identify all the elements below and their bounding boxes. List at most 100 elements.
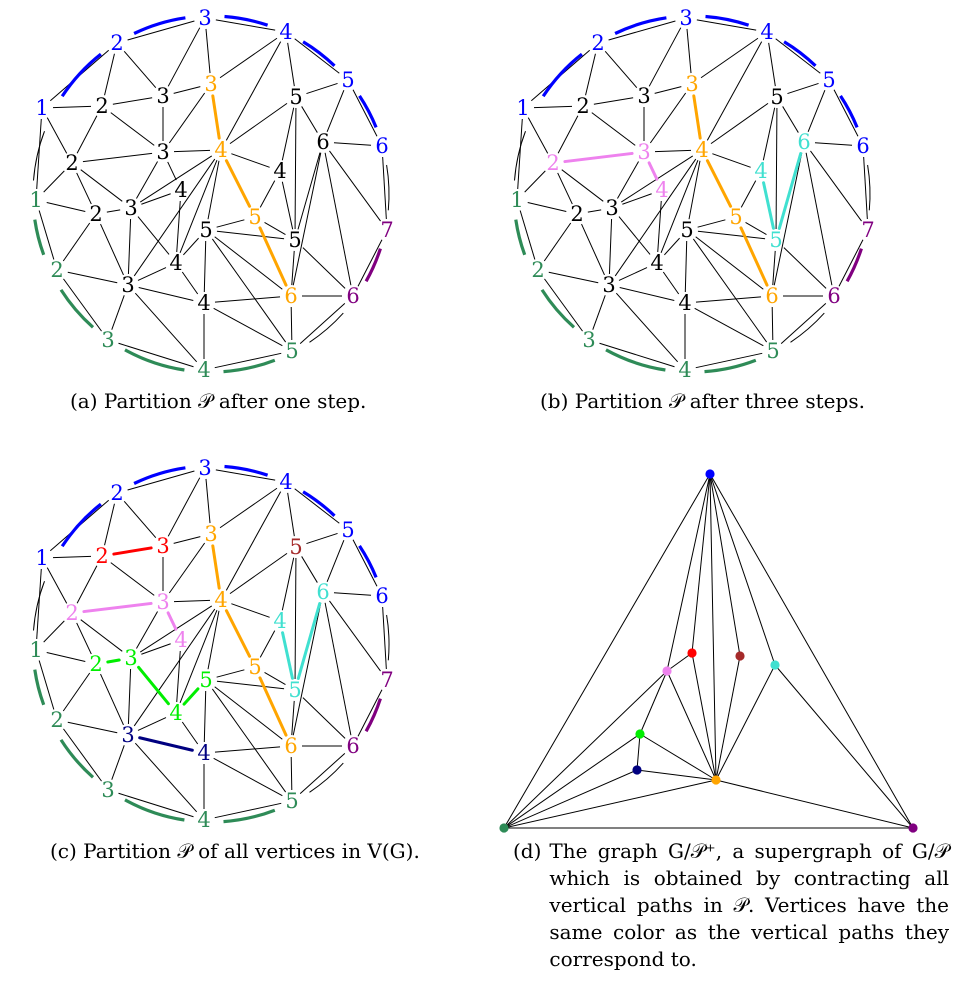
graph-edge (745, 222, 767, 235)
contracted-edge (774, 664, 914, 829)
graph-edge (294, 488, 340, 524)
graph-edge (137, 267, 167, 281)
vertex-label: 6 (284, 284, 297, 308)
graph-edge (67, 721, 118, 734)
graph-edge (139, 155, 213, 203)
vertex-label: 4 (655, 178, 668, 202)
graph-edge (863, 156, 868, 220)
graph-edge (67, 271, 118, 284)
boundary-arc-blue (60, 502, 102, 548)
graph-edge (225, 491, 282, 591)
boundary-arc-blue (133, 466, 186, 485)
contracted-edge (503, 769, 638, 829)
boundary-arc-purple (845, 248, 863, 283)
vertex-label: 5 (289, 535, 302, 559)
vertex-label: 4 (273, 159, 286, 183)
graph-edge (782, 106, 799, 133)
graph-edge (617, 161, 639, 199)
graph-edge (134, 742, 198, 813)
graph-edge (695, 296, 762, 303)
graph-edge (654, 149, 692, 153)
graph-edge (585, 53, 596, 96)
boundary-arc-black (33, 131, 45, 181)
boundary-arc-blue (60, 52, 102, 98)
boundary-arc-blue (358, 545, 378, 579)
vertex-label: 1 (29, 188, 42, 212)
graph-edge (179, 610, 218, 703)
vertex-label: 5 (822, 68, 835, 92)
contracted-edge (715, 779, 914, 829)
graph-edge (110, 562, 155, 596)
vertex-label: 2 (95, 544, 108, 568)
graph-edge (62, 222, 91, 262)
vertex-label: 3 (121, 273, 134, 297)
graph-edge (136, 611, 158, 649)
boundary-arc-green (59, 738, 95, 779)
boundary-arcs (33, 464, 390, 824)
vertical-path-orange (224, 609, 252, 658)
graph-edge (216, 680, 285, 690)
graph-edge (608, 20, 676, 41)
vertex-label: 6 (827, 284, 840, 308)
vertex-label: 4 (197, 808, 210, 832)
vertex-label: 3 (637, 84, 650, 108)
graph-edge (622, 193, 652, 205)
caption-b-label: (b) (540, 389, 569, 413)
vertex-label: 2 (89, 652, 102, 676)
vertex-label: 3 (101, 328, 114, 352)
graph-edge (76, 115, 98, 154)
vertex-label: 4 (678, 358, 691, 382)
vertical-path-cyan (296, 602, 322, 680)
vertex-label: 4 (169, 251, 182, 275)
graph-edge (694, 307, 764, 347)
graph-edge (219, 37, 278, 79)
graph-edge (63, 728, 102, 782)
contracted-edge (691, 473, 711, 654)
graph-edge (138, 287, 194, 301)
boundary-arc-blue (541, 52, 583, 98)
vertex-label: 3 (156, 140, 169, 164)
graph-edge (692, 238, 768, 343)
graph-edge (352, 89, 378, 137)
graph-edge (306, 82, 338, 95)
contracted-edge (709, 473, 717, 781)
caption-a: (a) Partition 𝒫 after one step. (70, 388, 366, 415)
node-violet (662, 666, 672, 676)
boundary-arc-green (33, 219, 46, 256)
vertex-label: 5 (769, 228, 782, 252)
graph-edge (557, 172, 573, 205)
graph-edge (783, 247, 827, 289)
graph-edge (104, 503, 115, 546)
boundary-arc-green (514, 219, 527, 256)
vertical-path-orange (224, 159, 252, 208)
graph-edge (648, 27, 682, 87)
graph-edge (306, 532, 338, 545)
boundary-arc-blue (302, 490, 336, 517)
vertical-paths (563, 94, 803, 287)
graph-edge (333, 142, 372, 146)
graph-edge (167, 161, 177, 181)
graph-edge (43, 620, 65, 643)
graph-edge (46, 117, 68, 154)
graph-edge (780, 302, 827, 345)
graph-edge (80, 619, 123, 652)
graph-edge (63, 278, 102, 332)
vertex-label: 3 (124, 646, 137, 670)
graph-edge (697, 219, 726, 228)
contracted-edge (636, 769, 717, 781)
node-green (499, 823, 509, 833)
vertical-path-orange (739, 226, 769, 287)
vertex-label: 4 (197, 358, 210, 382)
graph-edge (259, 180, 276, 208)
boundary-arc-black (309, 762, 344, 793)
vertex-label: 6 (346, 284, 359, 308)
vertical-path-orange (705, 159, 733, 208)
graph-edge (326, 540, 345, 582)
graph-edge (80, 169, 123, 202)
boundary-arc-black (514, 131, 526, 181)
graph-edge (215, 469, 276, 481)
caption-d-text: The graph G/𝒫⁺, a supergraph of G/𝒫 whic… (549, 839, 949, 971)
contracted-edge (503, 779, 717, 829)
